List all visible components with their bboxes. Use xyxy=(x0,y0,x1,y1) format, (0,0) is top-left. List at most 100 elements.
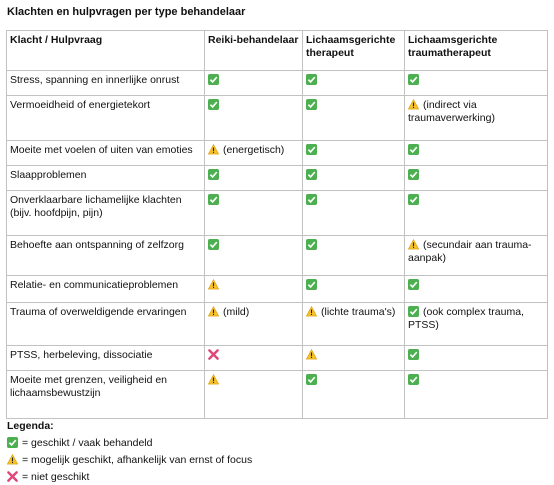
legend-text: = mogelijk geschikt, afhankelijk van ern… xyxy=(22,454,253,466)
icon-check xyxy=(306,99,317,110)
icon-cross xyxy=(208,349,219,360)
icon-check xyxy=(408,169,419,180)
icon-warning xyxy=(305,305,318,317)
cell xyxy=(404,70,548,96)
cell xyxy=(302,370,405,419)
row-label: Moeite met grenzen, veiligheid en lichaa… xyxy=(6,370,205,419)
icon-warning xyxy=(207,278,220,290)
row: Slaapproblemen xyxy=(6,165,548,191)
cell: (secundair aan trauma-aanpak) xyxy=(404,235,548,276)
icon-check xyxy=(408,374,419,385)
icon-check xyxy=(408,306,419,317)
cell xyxy=(204,190,303,236)
icon-warning xyxy=(407,238,420,250)
legend-item: = niet geschikt xyxy=(7,469,252,485)
cell-note: (energetisch) xyxy=(223,144,285,156)
icon-warning xyxy=(407,98,420,110)
row-label: Onverklaarbare lichamelijke klachten (bi… xyxy=(6,190,205,236)
icon-check xyxy=(208,194,219,205)
row: Behoefte aan ontspanning of zelfzorg (sec… xyxy=(6,235,548,276)
row: Stress, spanning en innerlijke onrust xyxy=(6,70,548,96)
icon-check xyxy=(306,194,317,205)
icon-check xyxy=(208,239,219,250)
icon-check xyxy=(408,194,419,205)
cell xyxy=(404,190,548,236)
cell xyxy=(404,140,548,166)
icon-check xyxy=(208,99,219,110)
legend-title: Legenda: xyxy=(7,420,54,432)
cell: (energetisch) xyxy=(204,140,303,166)
cell: (ook complex trauma, PTSS) xyxy=(404,302,548,346)
header-cell: Klacht / Hulpvraag xyxy=(6,30,205,71)
icon-check xyxy=(408,349,419,360)
icon-check xyxy=(306,169,317,180)
row-label: Slaapproblemen xyxy=(6,165,205,191)
row: Moeite met voelen of uiten van emoties (e… xyxy=(6,140,548,166)
cell xyxy=(302,95,405,141)
icon-check xyxy=(408,74,419,85)
legend-text: = niet geschikt xyxy=(22,471,90,483)
row: Trauma of overweldigende ervaringen (mild… xyxy=(6,302,548,346)
legend-text: = geschikt / vaak behandeld xyxy=(22,437,153,449)
cell xyxy=(204,235,303,276)
cell xyxy=(204,70,303,96)
cell: (lichte trauma's) xyxy=(302,302,405,346)
cell xyxy=(404,275,548,303)
header-cell: Reiki-behandelaar xyxy=(204,30,303,71)
cell-note: (secundair aan trauma-aanpak) xyxy=(408,239,532,264)
cell: (indirect via traumaverwerking) xyxy=(404,95,548,141)
icon-check xyxy=(306,144,317,155)
cell xyxy=(404,370,548,419)
icon-check xyxy=(306,74,317,85)
icon-check xyxy=(306,279,317,290)
legend-item: = geschikt / vaak behandeld xyxy=(7,435,252,452)
header-cell: Lichaamsgerichte therapeut xyxy=(302,30,405,71)
icon-cross xyxy=(7,471,18,482)
cell xyxy=(302,70,405,96)
icon-warning xyxy=(207,143,220,155)
icon-check xyxy=(306,239,317,250)
row-label: Relatie- en communicatieproblemen xyxy=(6,275,205,303)
icon-check xyxy=(306,374,317,385)
cell xyxy=(204,345,303,371)
row-label: Behoefte aan ontspanning of zelfzorg xyxy=(6,235,205,276)
icon-warning xyxy=(207,373,220,385)
row-label: PTSS, herbeleving, dissociatie xyxy=(6,345,205,371)
icon-check xyxy=(208,74,219,85)
icon-warning xyxy=(305,348,318,360)
header-cell: Lichaamsgerichte traumatherapeut xyxy=(404,30,548,71)
cell-note: (lichte trauma's) xyxy=(321,306,396,318)
cell xyxy=(302,235,405,276)
cell xyxy=(302,345,405,371)
icon-check xyxy=(408,279,419,290)
cell xyxy=(204,275,303,303)
header-row: Klacht / Hulpvraag Reiki-behandelaar Licha… xyxy=(6,30,548,71)
cell xyxy=(302,275,405,303)
cell xyxy=(204,165,303,191)
icon-warning xyxy=(6,453,19,465)
table: Klacht / Hulpvraag Reiki-behandelaar Licha… xyxy=(6,30,548,419)
legend: Legenda: = geschikt / vaak behandeld = mo… xyxy=(6,418,253,485)
icon-check xyxy=(408,144,419,155)
row-label: Stress, spanning en innerlijke onrust xyxy=(6,70,205,96)
row: Relatie- en communicatieproblemen xyxy=(6,275,548,303)
icon-warning xyxy=(207,305,220,317)
row: PTSS, herbeleving, dissociatie xyxy=(6,345,548,371)
cell-note: (mild) xyxy=(223,306,250,318)
cell xyxy=(302,140,405,166)
cell xyxy=(302,190,405,236)
row-label: Trauma of overweldigende ervaringen xyxy=(6,302,205,346)
row-label: Moeite met voelen of uiten van emoties xyxy=(6,140,205,166)
title: Klachten en hulpvragen per type behandel… xyxy=(7,6,246,18)
row: Onverklaarbare lichamelijke klachten (bi… xyxy=(6,190,548,236)
cell xyxy=(404,165,548,191)
cell: (mild) xyxy=(204,302,303,346)
row-label: Vermoeidheid of energietekort xyxy=(6,95,205,141)
cell xyxy=(204,370,303,419)
row: Moeite met grenzen, veiligheid en lichaa… xyxy=(6,370,548,419)
icon-check xyxy=(208,169,219,180)
cell xyxy=(204,95,303,141)
cell xyxy=(404,345,548,371)
cell-note: (indirect via traumaverwerking) xyxy=(408,99,495,124)
